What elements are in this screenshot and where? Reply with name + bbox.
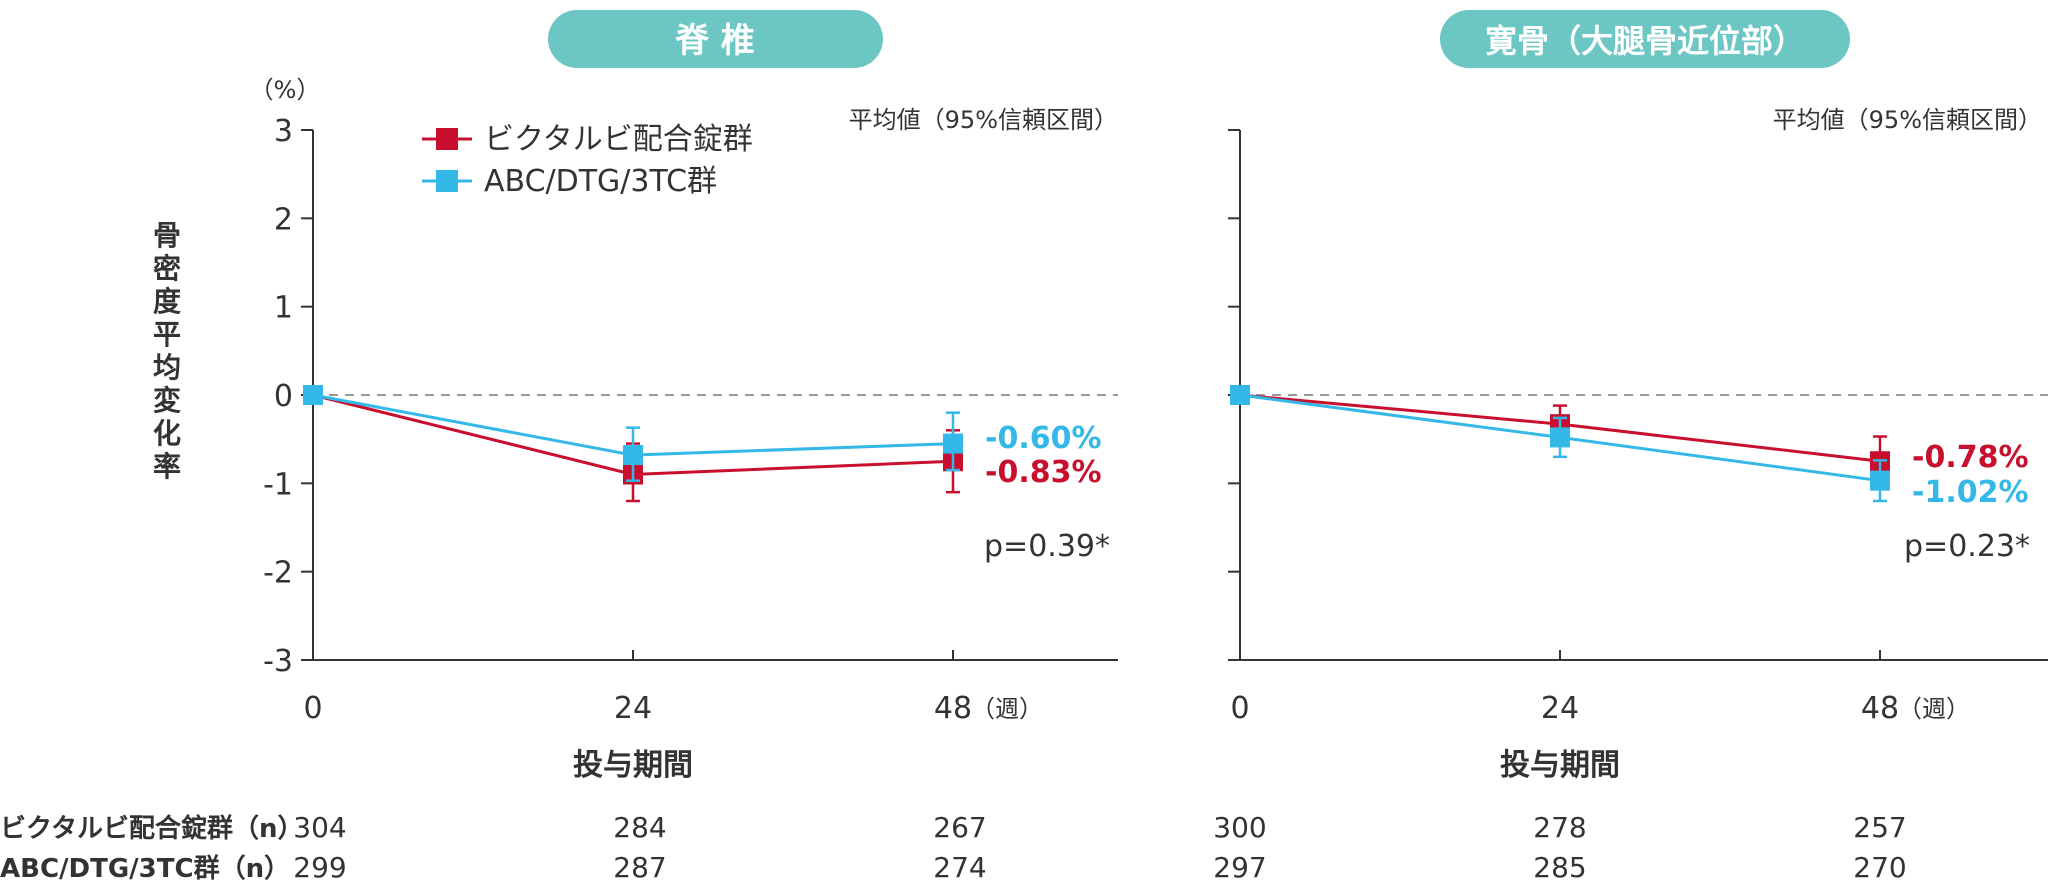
- panel-2-series-2-point: [1550, 427, 1570, 448]
- panel-2-title: 寛骨（大腿骨近位部）: [1485, 22, 1805, 60]
- panel-1-series-2-point: [303, 385, 323, 405]
- panel-2-x-unit: （週）: [1898, 695, 1970, 723]
- n-table-panel-1-value: 284: [613, 811, 666, 844]
- panel-2-x-axis-title: 投与期間: [1500, 748, 1620, 783]
- y-tick-label: -3: [263, 644, 293, 679]
- y-axis-label-char: 骨: [153, 219, 181, 252]
- panel-2-annotation: 平均値（95%信頼区間）: [1773, 106, 2042, 134]
- panel-1-title-pill: [548, 10, 883, 68]
- panel-1-series-2-end-label: -0.60%: [985, 421, 1102, 456]
- panel-2-x-tick-label: 0: [1230, 691, 1249, 726]
- panel-1-pvalue: p=0.39*: [984, 529, 1110, 564]
- panel-1-x-axis-title: 投与期間: [573, 748, 693, 783]
- n-table-panel-2-value: 285: [1533, 851, 1586, 884]
- panel-2-title-pill: [1440, 10, 1850, 68]
- panel-1-x-unit: （週）: [971, 695, 1043, 723]
- y-tick-label: 2: [274, 202, 293, 237]
- y-axis-label-char: 度: [153, 285, 181, 318]
- panel-2-x-tick-label: 24: [1541, 691, 1579, 726]
- panel-1-series-2-point: [623, 445, 643, 466]
- panel-1-x-tick-label: 48: [934, 691, 972, 726]
- y-unit-label: （%）: [250, 76, 321, 104]
- panel-2-series-2-point: [1230, 385, 1250, 405]
- y-axis-label-char: 平: [153, 318, 181, 351]
- y-axis-label-char: 率: [153, 450, 181, 483]
- panel-2-series-2-point: [1870, 470, 1890, 491]
- legend-marker-1: [436, 128, 458, 150]
- n-table-panel-2-value: 297: [1213, 851, 1266, 884]
- y-tick-label: -1: [263, 467, 293, 502]
- panel-1-annotation: 平均値（95%信頼区間）: [849, 106, 1118, 134]
- y-axis-label-char: 化: [153, 417, 181, 450]
- panel-1-x-tick-label: 0: [303, 691, 322, 726]
- panel-1-title: 脊 椎: [675, 21, 755, 61]
- panel-2-series-1-end-label: -0.78%: [1912, 440, 2029, 475]
- panel-1-series-2-point: [943, 433, 963, 454]
- panel-2-series-2-end-label: -1.02%: [1912, 475, 2029, 510]
- n-table-panel-2-value: 257: [1853, 811, 1906, 844]
- n-table-panel-2-value: 278: [1533, 811, 1586, 844]
- legend-label-2: ABC/DTG/3TC群: [484, 164, 717, 199]
- n-table-row-label-1: ビクタルビ配合錠群（n）: [0, 813, 303, 844]
- panel-2-x-tick-label: 48: [1861, 691, 1899, 726]
- y-tick-label: 0: [274, 379, 293, 414]
- y-axis-label-char: 密: [153, 252, 181, 285]
- n-table-panel-1-value: 274: [933, 851, 986, 884]
- panel-1-x-tick-label: 24: [614, 691, 652, 726]
- panel-1-series-1-end-label: -0.83%: [985, 455, 1102, 490]
- n-table-panel-1-value: 267: [933, 811, 986, 844]
- n-table-panel-1-value: 304: [293, 811, 346, 844]
- y-axis-label-char: 均: [153, 351, 181, 384]
- n-table-panel-2-value: 270: [1853, 851, 1906, 884]
- n-table-panel-1-value: 287: [613, 851, 666, 884]
- y-axis-label-char: 変: [153, 384, 181, 417]
- legend-label-1: ビクタルビ配合錠群: [484, 122, 753, 157]
- panel-2-pvalue: p=0.23*: [1904, 529, 2030, 564]
- legend-marker-2: [436, 170, 458, 192]
- n-table-panel-1-value: 299: [293, 851, 346, 884]
- y-tick-label: 1: [274, 291, 293, 326]
- y-tick-label: 3: [274, 114, 293, 149]
- n-table-row-label-2: ABC/DTG/3TC群（n）: [0, 854, 290, 884]
- n-table-panel-2-value: 300: [1213, 811, 1266, 844]
- y-tick-label: -2: [263, 556, 293, 591]
